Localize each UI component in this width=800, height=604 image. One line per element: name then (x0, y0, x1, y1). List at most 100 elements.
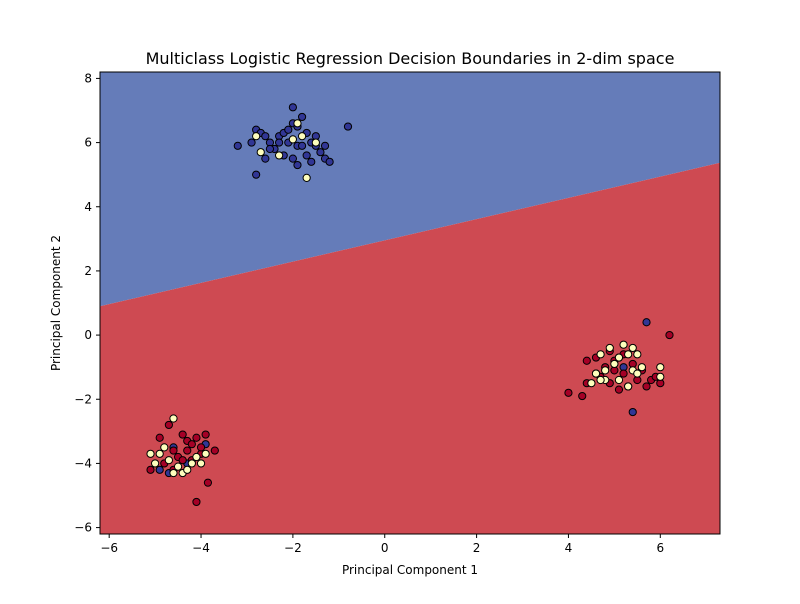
scatter-point (252, 170, 261, 179)
scatter-point (210, 446, 219, 455)
scatter-point (307, 157, 316, 166)
scatter-point (261, 132, 270, 141)
scatter-point (665, 330, 674, 340)
y-axis-ticks: −6 −4 −2 0 2 4 6 8 (74, 71, 100, 535)
y-tick-label: 8 (84, 71, 92, 85)
scatter-point (169, 446, 178, 455)
scatter-point (155, 449, 164, 458)
scatter-point (614, 375, 624, 385)
scatter-point (187, 459, 196, 468)
scatter-point (596, 375, 605, 385)
scatter-point (596, 350, 605, 359)
plot-area (99, 71, 721, 535)
scatter-point (293, 160, 302, 170)
scatter-point (160, 443, 169, 452)
x-tick-label: −6 (100, 541, 118, 555)
scatter-point (196, 459, 206, 468)
scatter-point (614, 385, 624, 394)
scatter-point (173, 462, 183, 471)
scatter-points (146, 103, 674, 507)
scatter-point (624, 350, 633, 359)
scatter-point (311, 138, 320, 147)
scatter-point (164, 456, 173, 465)
scatter-point (642, 382, 651, 391)
scatter-point (325, 157, 334, 166)
scatter-point (201, 449, 210, 458)
scatter-point (293, 119, 302, 128)
x-tick-label: 6 (656, 541, 664, 555)
scatter-point (320, 141, 330, 150)
scatter-point (288, 154, 297, 163)
scatter-point (233, 141, 242, 150)
y-tick-label: 2 (84, 264, 92, 278)
scatter-point (656, 363, 665, 372)
scatter-point (624, 382, 633, 391)
scatter-point (619, 369, 628, 378)
scatter-point (275, 138, 284, 147)
scatter-point (256, 148, 265, 157)
x-tick-label: −4 (192, 541, 210, 555)
scatter-point (183, 446, 192, 455)
y-axis-label: Principal Component 2 (49, 235, 63, 371)
scatter-point (297, 112, 307, 122)
scatter-point (302, 151, 311, 160)
scatter-point (178, 430, 187, 439)
scatter-point (261, 154, 270, 163)
scatter-point (656, 372, 665, 381)
scatter-point (297, 141, 307, 150)
scatter-point (252, 132, 261, 141)
scatter-point (297, 132, 307, 141)
scatter-point (151, 459, 160, 468)
scatter-point (201, 430, 210, 439)
y-tick-label: 6 (84, 136, 92, 150)
scatter-point (591, 369, 601, 378)
y-tick-label: −4 (74, 456, 92, 470)
scatter-point (633, 350, 642, 359)
scatter-point (146, 465, 155, 474)
scatter-point (192, 452, 201, 462)
scatter-point (633, 369, 642, 378)
scatter-point (637, 363, 647, 372)
y-tick-label: −2 (74, 392, 92, 406)
decision-region-red (100, 162, 720, 534)
y-tick-label: 0 (84, 328, 92, 342)
y-tick-label: −6 (74, 521, 92, 535)
scatter-point (196, 443, 206, 452)
scatter-point (187, 440, 196, 449)
x-tick-label: −2 (284, 541, 302, 555)
x-axis-label: Principal Component 1 (342, 563, 478, 577)
scatter-point (642, 318, 651, 327)
scatter-point (146, 449, 155, 458)
scatter-point (265, 144, 275, 154)
scatter-point (178, 456, 187, 465)
scatter-point (302, 173, 311, 182)
scatter-point (183, 465, 192, 474)
scatter-point (628, 407, 637, 417)
scatter-point (343, 122, 353, 131)
scatter-point (155, 465, 164, 474)
scatter-point (288, 103, 297, 112)
scatter-point (192, 433, 201, 442)
scatter-point (155, 433, 164, 442)
scatter-point (619, 340, 628, 349)
scatter-point (275, 151, 284, 160)
scatter-point (288, 135, 297, 144)
scatter-point (610, 359, 619, 369)
y-tick-label: 4 (84, 200, 92, 214)
x-axis-ticks: −6 −4 −2 0 2 4 6 (100, 534, 664, 555)
scatter-point (578, 391, 587, 401)
scatter-point (605, 343, 614, 353)
scatter-point (587, 379, 596, 388)
scatter-point (284, 125, 293, 134)
scatter-point (247, 138, 256, 147)
scatter-point (164, 420, 173, 430)
scatter-point (601, 366, 610, 375)
scatter-point (614, 353, 624, 362)
scatter-point (192, 497, 201, 507)
x-tick-label: 2 (473, 541, 481, 555)
scatter-point (169, 414, 178, 423)
scatter-point (203, 478, 213, 487)
scatter-point (316, 148, 325, 157)
